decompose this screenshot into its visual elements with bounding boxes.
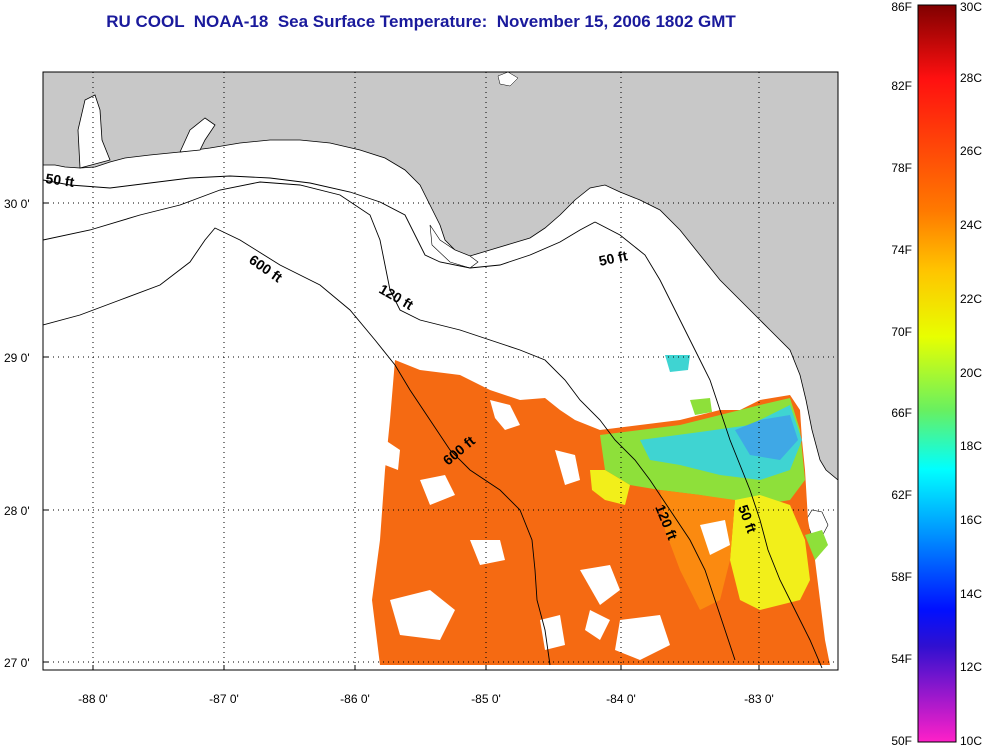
- lat-label-29: 29 0': [4, 351, 30, 365]
- colorbar-c-label: 20C: [960, 365, 983, 380]
- colorbar-f-label: 74F: [891, 242, 912, 257]
- colorbar-f-label: 58F: [891, 570, 912, 585]
- colorbar-c-label: 12C: [960, 660, 983, 675]
- land-mass: [43, 72, 838, 481]
- colorbar-c-label: 24C: [960, 218, 983, 233]
- contour-label-50ft-east: 50 ft: [597, 247, 629, 269]
- colorbar-c-label: 18C: [960, 439, 983, 454]
- frame-ticks: [43, 202, 760, 670]
- colorbar-c-label: 26C: [960, 144, 983, 159]
- colorbar-c-label: 30C: [960, 0, 983, 14]
- sst-field: [372, 355, 830, 665]
- colorbar-c-label: 28C: [960, 70, 983, 85]
- lat-label-27: 27 0': [4, 656, 30, 670]
- colorbar-f-label: 62F: [891, 488, 912, 503]
- bay-west: [77, 94, 111, 169]
- colorbar-f-label: 54F: [891, 652, 912, 667]
- colorbar-c-label: 16C: [960, 512, 983, 527]
- lon-label-83: -83 0': [744, 692, 774, 706]
- bay-pensacola: [179, 117, 216, 153]
- map-title: RU COOL NOAA-18 Sea Surface Temperature:…: [106, 12, 736, 31]
- colorbar-f-label: 78F: [891, 160, 912, 175]
- colorbar-f-label: 70F: [891, 324, 912, 339]
- colorbar-f-label: 86F: [891, 0, 912, 14]
- lon-label-86: -86 0': [340, 692, 370, 706]
- lat-label-30: 30 0': [4, 197, 30, 211]
- contour-label-50ft-west: 50 ft: [45, 170, 76, 190]
- colorbar-f-label: 66F: [891, 406, 912, 421]
- colorbar-c-label: 22C: [960, 291, 983, 306]
- contour-600ft: [43, 227, 551, 666]
- lat-label-28: 28 0': [4, 504, 30, 518]
- colorbar: [917, 4, 957, 743]
- map-frame: [42, 71, 839, 671]
- contour-120ft: [43, 181, 736, 661]
- colorbar-c-label: 14C: [960, 586, 983, 601]
- contour-50ft-east: [594, 221, 823, 669]
- colorbar-c-label: 10C: [960, 734, 983, 748]
- lake-north: [497, 72, 519, 87]
- bay-apalachee: [429, 224, 479, 269]
- colorbar-f-label: 50F: [891, 734, 912, 748]
- colorbar-f-label: 82F: [891, 78, 912, 93]
- lon-label-85: -85 0': [471, 692, 501, 706]
- lon-label-84: -84 0': [606, 692, 636, 706]
- contour-50ft-west: [43, 175, 596, 269]
- lon-label-87: -87 0': [209, 692, 239, 706]
- lon-label-88: -88 0': [78, 692, 108, 706]
